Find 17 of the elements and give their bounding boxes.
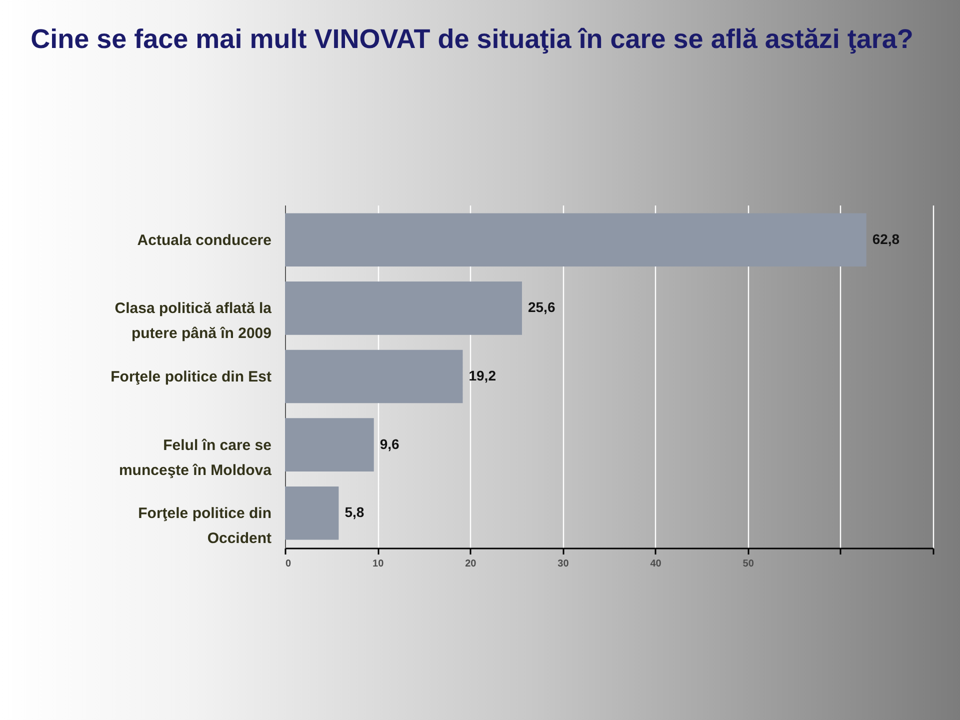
y-tick-label: Felul în care se munceşte în Moldova — [118, 436, 272, 479]
x-tick-label: 20 — [465, 558, 477, 570]
y-tick-label: Clasa politică aflată la putere până în 2009 — [114, 300, 272, 342]
x-tick-label: 50 — [742, 558, 754, 570]
x-tick-label: 30 — [558, 558, 570, 570]
x-tick-label: 0 — [286, 558, 292, 570]
data-label: 25,6 — [528, 299, 556, 316]
y-tick-label: Forţele politice din Est — [110, 368, 272, 386]
data-label: 19,2 — [468, 368, 496, 384]
data-label: 9,6 — [380, 436, 400, 452]
x-tick-label: 10 — [372, 558, 384, 570]
data-label: 5,8 — [344, 504, 364, 520]
y-tick-label: Forţele politice din Occident — [138, 505, 272, 548]
chart-title: Cine se face mai mult VINOVAT de situaţia în care se află astăzi ţara? — [30, 24, 914, 54]
y-tick-label: Actuala conducere — [137, 232, 272, 249]
data-label: 62,8 — [872, 230, 900, 247]
x-tick-label: 40 — [650, 558, 662, 570]
